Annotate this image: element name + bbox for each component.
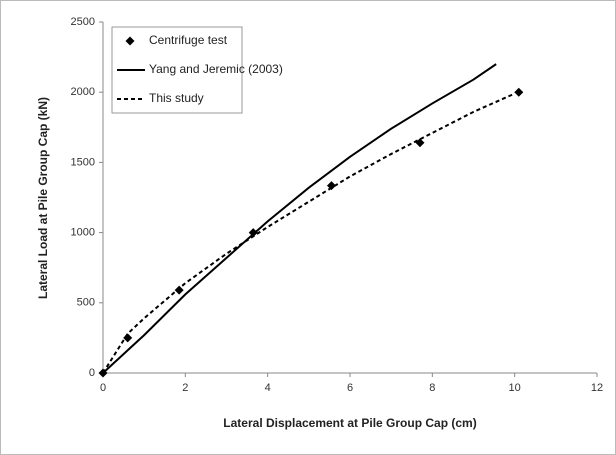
- x-tick-label: 12: [591, 382, 603, 394]
- series-line: [102, 63, 497, 374]
- x-tick-label: 6: [347, 382, 353, 394]
- x-tick-label: 8: [429, 382, 435, 394]
- data-point: [326, 181, 336, 191]
- legend-label: Centrifuge test: [149, 33, 228, 47]
- y-tick-label: 1500: [71, 156, 95, 168]
- data-point: [514, 87, 524, 97]
- y-tick-label: 0: [89, 367, 95, 379]
- y-tick-label: 2500: [71, 16, 95, 28]
- x-tick-label: 4: [265, 382, 271, 394]
- legend-label: This study: [149, 91, 204, 105]
- y-axis-title: Lateral Load at Pile Group Cap (kN): [36, 97, 50, 299]
- data-point: [174, 285, 184, 295]
- legend-marker: [125, 36, 135, 46]
- x-tick-label: 10: [509, 382, 521, 394]
- series-line: [102, 92, 516, 374]
- x-axis-title: Lateral Displacement at Pile Group Cap (…: [223, 416, 476, 430]
- legend-label: Yang and Jeremic (2003): [149, 62, 283, 76]
- x-tick-label: 2: [182, 382, 188, 394]
- y-tick-label: 1000: [71, 227, 95, 239]
- data-point: [415, 138, 425, 148]
- y-tick-label: 500: [77, 297, 95, 309]
- y-tick-label: 2000: [71, 86, 95, 98]
- x-tick-label: 0: [100, 382, 106, 394]
